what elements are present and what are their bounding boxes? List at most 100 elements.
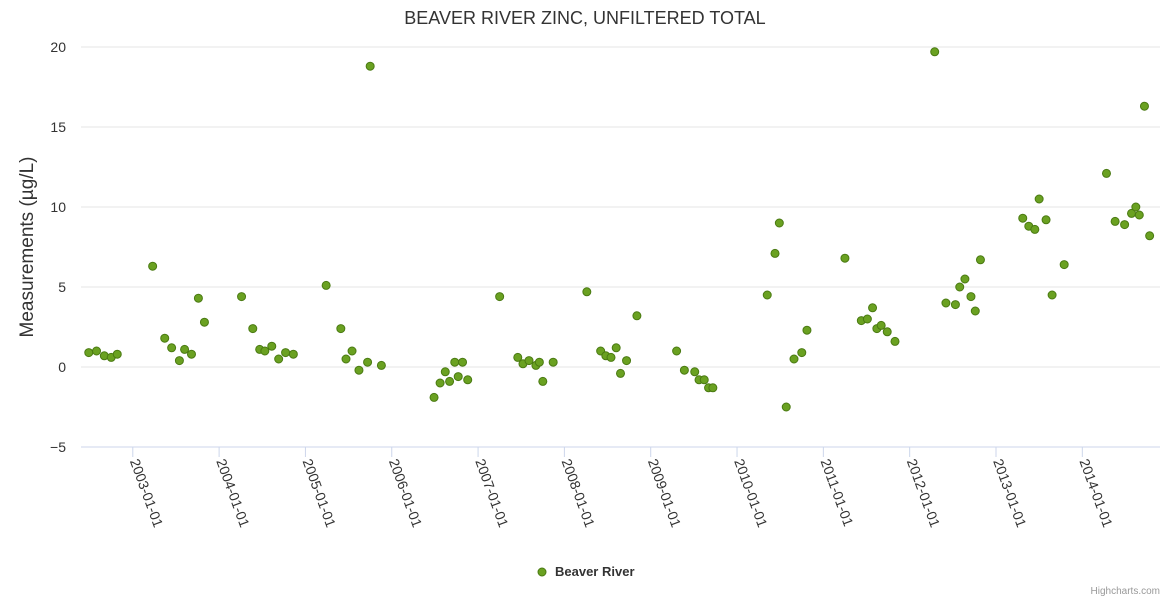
data-point[interactable] [616, 368, 625, 378]
data-point[interactable] [679, 365, 689, 375]
data-point[interactable] [1120, 220, 1130, 230]
data-point[interactable] [274, 354, 284, 364]
data-point[interactable] [1139, 101, 1149, 111]
legend-marker[interactable] [537, 567, 547, 577]
data-point[interactable] [376, 360, 386, 370]
data-point[interactable] [802, 325, 812, 335]
data-point[interactable] [513, 352, 523, 362]
data-point[interactable] [862, 314, 872, 324]
data-point[interactable] [672, 346, 682, 356]
data-point[interactable] [288, 349, 298, 359]
y-tick-label: 10 [50, 199, 66, 215]
legend-label[interactable]: Beaver River [555, 564, 635, 579]
data-point[interactable] [341, 354, 351, 364]
data-point[interactable] [955, 282, 965, 292]
x-tick-label: 2008-01-01 [559, 457, 599, 530]
data-point[interactable] [174, 356, 184, 366]
data-point[interactable] [1030, 224, 1040, 234]
data-point[interactable] [347, 346, 357, 356]
data-point[interactable] [882, 327, 892, 337]
data-point[interactable] [762, 290, 772, 300]
data-point[interactable] [429, 392, 439, 402]
series-beaver-river[interactable] [84, 47, 1155, 412]
data-point[interactable] [1041, 215, 1051, 225]
data-point[interactable] [781, 402, 791, 412]
data-point[interactable] [632, 311, 642, 321]
data-point[interactable] [267, 341, 277, 351]
data-point[interactable] [840, 253, 850, 263]
data-point[interactable] [1047, 290, 1057, 300]
data-point[interactable] [890, 336, 900, 346]
data-point[interactable] [950, 300, 960, 310]
data-point[interactable] [690, 367, 700, 377]
x-tick-label: 2003-01-01 [127, 457, 167, 530]
data-point[interactable] [450, 357, 460, 367]
data-point[interactable] [708, 383, 718, 393]
data-point[interactable] [365, 61, 375, 71]
legend[interactable]: Beaver River [537, 564, 635, 579]
data-point[interactable] [1034, 194, 1044, 204]
x-tick-label: 2011-01-01 [818, 457, 857, 529]
data-point[interactable] [534, 357, 544, 367]
data-point[interactable] [260, 346, 270, 356]
data-point[interactable] [1059, 260, 1069, 270]
data-point[interactable] [930, 47, 940, 57]
x-tick-label: 2012-01-01 [904, 457, 944, 530]
data-point[interactable] [248, 324, 258, 334]
data-point[interactable] [1018, 213, 1028, 223]
data-point[interactable] [336, 324, 346, 334]
credits-link[interactable]: Highcharts.com [1091, 586, 1160, 597]
data-point[interactable] [458, 357, 468, 367]
data-point[interactable] [1134, 210, 1144, 220]
data-point[interactable] [84, 348, 94, 358]
data-point[interactable] [1101, 168, 1111, 178]
data-point[interactable] [582, 287, 592, 297]
data-point[interactable] [199, 317, 209, 327]
data-point[interactable] [445, 376, 455, 386]
data-point[interactable] [1131, 202, 1141, 212]
y-axis-ticks: −5 0 5 10 15 20 [50, 39, 66, 455]
data-point[interactable] [237, 292, 247, 302]
data-point[interactable] [148, 261, 158, 271]
data-point[interactable] [611, 343, 621, 353]
data-point[interactable] [876, 320, 886, 330]
data-point[interactable] [699, 375, 709, 385]
data-point[interactable] [1145, 231, 1155, 241]
data-point[interactable] [524, 356, 534, 366]
data-point[interactable] [797, 348, 807, 358]
data-point[interactable] [960, 274, 970, 284]
data-point[interactable] [975, 255, 985, 265]
data-point[interactable] [1110, 216, 1120, 226]
data-point[interactable] [789, 354, 799, 364]
data-point[interactable] [440, 367, 450, 377]
data-point[interactable] [774, 218, 784, 228]
y-tick-label: 0 [58, 359, 66, 375]
data-point[interactable] [538, 376, 548, 386]
data-point[interactable] [966, 292, 976, 302]
data-point[interactable] [167, 343, 177, 353]
data-point[interactable] [435, 378, 445, 388]
data-point[interactable] [160, 333, 170, 343]
data-point[interactable] [112, 349, 122, 359]
chart-title: BEAVER RIVER ZINC, UNFILTERED TOTAL [404, 8, 765, 28]
data-point[interactable] [92, 346, 102, 356]
data-point[interactable] [453, 372, 463, 382]
data-point[interactable] [363, 357, 373, 367]
data-point[interactable] [495, 292, 505, 302]
data-point[interactable] [180, 344, 190, 354]
data-point[interactable] [321, 280, 331, 290]
data-point[interactable] [622, 356, 632, 366]
data-point[interactable] [548, 357, 558, 367]
data-point[interactable] [970, 306, 980, 316]
data-point[interactable] [463, 375, 473, 385]
data-point[interactable] [193, 293, 203, 303]
y-tick-label: 20 [50, 39, 66, 55]
data-point[interactable] [354, 365, 364, 375]
data-point[interactable] [186, 349, 196, 359]
data-point[interactable] [281, 348, 291, 358]
data-point[interactable] [606, 352, 616, 362]
data-point[interactable] [941, 298, 951, 308]
data-point[interactable] [868, 303, 878, 313]
data-point[interactable] [770, 248, 780, 258]
